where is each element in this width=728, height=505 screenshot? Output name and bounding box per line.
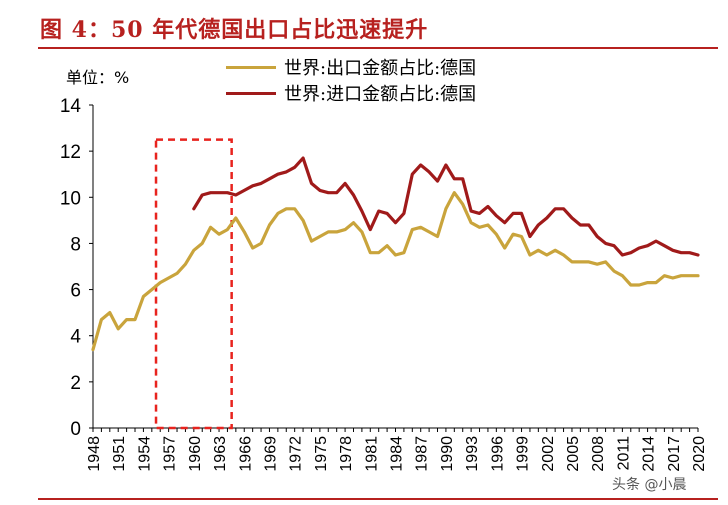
x-tick-label: 1972	[288, 436, 305, 472]
x-tick-label: 1948	[86, 436, 103, 472]
page-title: 图 4：50 年代德国出口占比迅速提升	[40, 17, 429, 43]
series-line-import	[192, 156, 700, 257]
legend-item-export: 世界:出口金额占比:德国	[226, 54, 476, 80]
y-tick-label: 2	[70, 373, 81, 394]
x-tick-label: 1969	[262, 436, 279, 472]
x-tick-label: 1996	[489, 436, 506, 472]
watermark: 头条 @小晨	[612, 477, 687, 493]
series-line-export	[91, 191, 700, 352]
x-tick-label: 1975	[313, 436, 330, 472]
x-tick-label: 1999	[515, 436, 532, 472]
x-tick-label: 2008	[590, 436, 607, 472]
x-tick-label: 2011	[615, 436, 632, 471]
y-tick-label: 8	[70, 234, 81, 255]
legend-label-export: 世界:出口金额占比:德国	[284, 58, 477, 79]
y-tick-label: 0	[70, 419, 81, 440]
x-tick-label: 1990	[439, 436, 456, 472]
y-tick-label: 4	[70, 327, 81, 348]
unit-label: 单位：%	[66, 68, 130, 87]
legend-swatch-import	[226, 91, 276, 95]
x-tick-label: 2005	[565, 436, 582, 472]
y-tick-label: 10	[60, 188, 81, 209]
bottom-divider	[38, 498, 718, 500]
y-tick-label: 6	[70, 281, 81, 302]
x-tick-label: 2002	[540, 436, 557, 472]
x-tick-label: 1987	[414, 436, 431, 472]
x-tick-label: 1963	[212, 436, 229, 472]
x-tick-label: 1966	[237, 436, 254, 472]
x-tick-label: 2020	[691, 436, 708, 472]
x-tick-label: 2014	[641, 436, 658, 472]
x-tick-label: 1954	[136, 436, 153, 472]
chart-legend: 世界:出口金额占比:德国 世界:进口金额占比:德国	[226, 54, 476, 106]
title-divider	[38, 47, 718, 49]
y-tick-label: 12	[60, 142, 81, 163]
legend-item-import: 世界:进口金额占比:德国	[226, 80, 476, 106]
x-tick-label: 1984	[389, 436, 406, 472]
legend-swatch-export	[226, 65, 276, 69]
x-tick-label: 2017	[666, 436, 683, 472]
highlight-box	[154, 138, 233, 430]
x-tick-label: 1978	[338, 436, 355, 472]
x-tick-label: 1957	[162, 436, 179, 472]
x-tick-label: 1993	[464, 436, 481, 472]
legend-label-import: 世界:进口金额占比:德国	[284, 84, 477, 105]
x-tick-label: 1981	[363, 436, 380, 472]
x-tick-label: 1951	[111, 436, 128, 472]
x-tick-label: 1960	[187, 436, 204, 472]
y-tick-label: 14	[60, 96, 82, 117]
